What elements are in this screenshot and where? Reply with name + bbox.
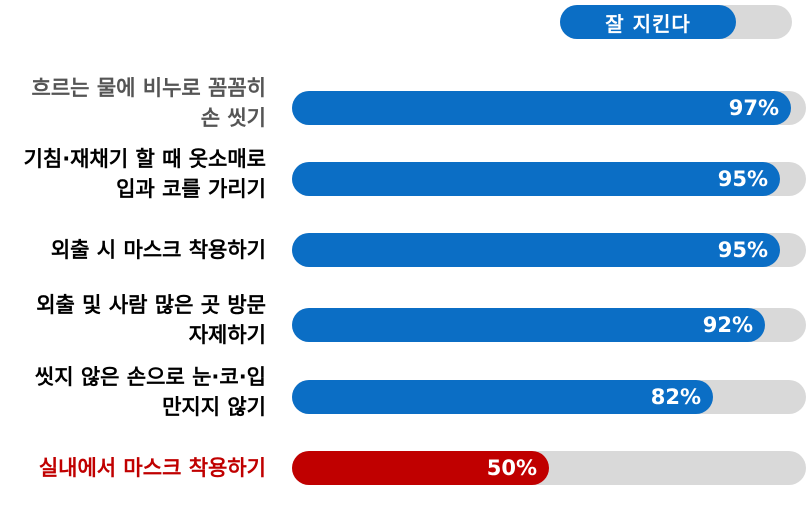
category-label-line: 자제하기 [188,323,266,347]
legend-swatch: 잘 지킨다 [560,5,736,39]
bar-track: 95% [292,233,806,267]
category-label-line: 기침·재채기 할 때 옷소매로 [23,147,266,171]
value-label: 97% [728,96,779,120]
value-label: 82% [650,385,701,409]
bar-track: 92% [292,308,806,342]
legend: 잘 지킨다 [560,5,792,39]
bar [292,451,549,485]
value-label: 50% [486,456,537,480]
bar-track: 50% [292,451,806,485]
category-label-line: 외출 및 사람 많은 곳 방문 [36,293,266,317]
value-label: 95% [717,238,768,262]
category-label-line: 흐르는 물에 비누로 꼼꼼히 [31,76,266,100]
category-label-line: 손 씻기 [200,106,266,130]
category-label-line: 외출 시 마스크 착용하기 [50,238,266,262]
value-label: 92% [702,313,753,337]
category-label-line: 입과 코를 가리기 [116,177,266,201]
bar [292,162,780,196]
bar-track: 82% [292,380,806,414]
bar [292,233,780,267]
bar-track: 97% [292,91,806,125]
value-label: 95% [717,167,768,191]
bar [292,308,765,342]
category-label: 실내에서 마스크 착용하기 [39,453,266,483]
category-label-line: 씻지 않은 손으로 눈·코·입 [34,365,266,389]
category-label: 외출 시 마스크 착용하기 [51,235,266,265]
bar-track: 95% [292,162,806,196]
bar [292,91,791,125]
category-label-line: 만지지 않기 [162,395,266,419]
category-label-line: 실내에서 마스크 착용하기 [38,456,266,480]
legend-label: 잘 지킨다 [605,11,691,36]
bar [292,380,713,414]
